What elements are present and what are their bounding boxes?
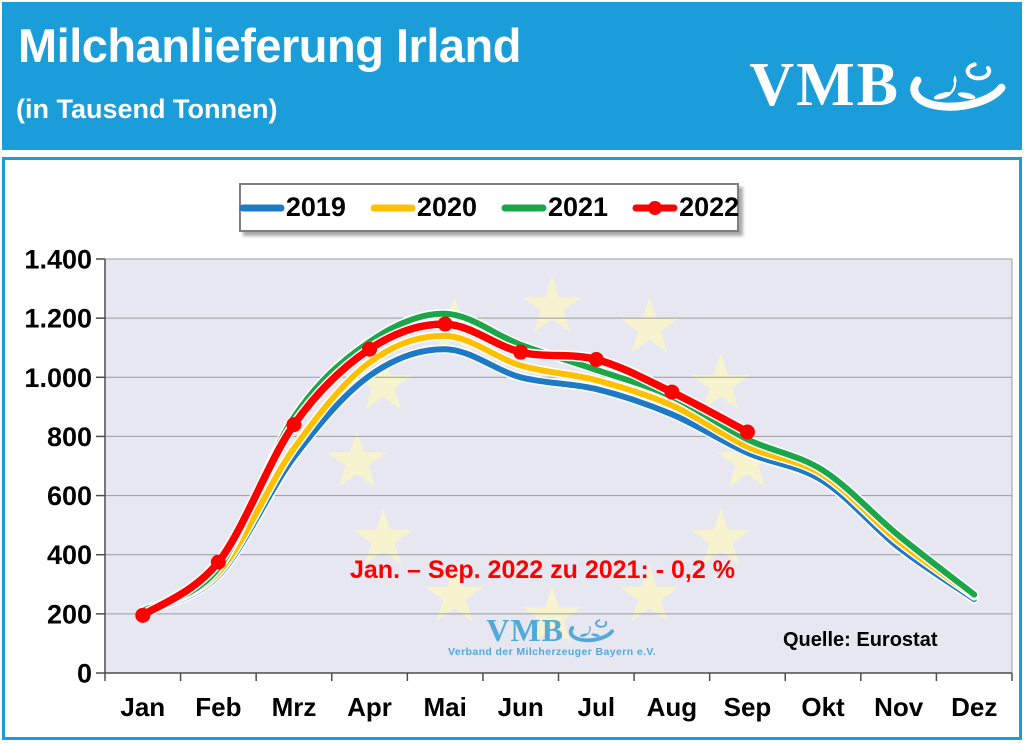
vmb-watermark-row: VMB bbox=[448, 614, 656, 646]
vmb-swirl-icon bbox=[896, 56, 1014, 114]
legend-label-2019: 2019 bbox=[285, 192, 346, 222]
vmb-logo: VMB bbox=[749, 54, 1014, 116]
legend-swatch-2020 bbox=[370, 204, 416, 211]
page-title: Milchanlieferung Irland bbox=[18, 19, 521, 72]
source-label: Quelle: Eurostat bbox=[783, 629, 938, 651]
chart-legend: 2019 2020 2021 2022 bbox=[239, 183, 739, 232]
header-banner: Milchanlieferung Irland (in Tausend Tonn… bbox=[2, 2, 1022, 150]
legend-item-2020: 2020 bbox=[370, 194, 477, 221]
legend-item-2021: 2021 bbox=[501, 194, 608, 221]
vmb-watermark-swirl-icon bbox=[568, 618, 614, 643]
legend-item-2019: 2019 bbox=[239, 194, 346, 221]
legend-label-2021: 2021 bbox=[548, 192, 609, 222]
chart-annotation: Jan. – Sep. 2022 zu 2021: - 0,2 % bbox=[350, 556, 735, 584]
legend-label-2022: 2022 bbox=[679, 192, 740, 222]
vmb-watermark-text: VMB bbox=[486, 612, 564, 648]
legend-item-2022: 2022 bbox=[632, 194, 739, 221]
vmb-watermark-caption: Verband der Milcherzeuger Bayern e.V. bbox=[448, 646, 657, 658]
legend-swatch-2019 bbox=[239, 204, 285, 211]
vmb-logo-text: VMB bbox=[749, 51, 900, 119]
legend-label-2020: 2020 bbox=[416, 192, 477, 222]
vmb-watermark: VMB Verband der Milcherzeuger Bayern e.V… bbox=[448, 614, 656, 658]
legend-marker-2022 bbox=[648, 200, 663, 215]
legend-swatch-2022 bbox=[632, 200, 678, 215]
page-subtitle: (in Tausend Tonnen) bbox=[16, 94, 278, 124]
legend-swatch-2021 bbox=[501, 204, 547, 211]
